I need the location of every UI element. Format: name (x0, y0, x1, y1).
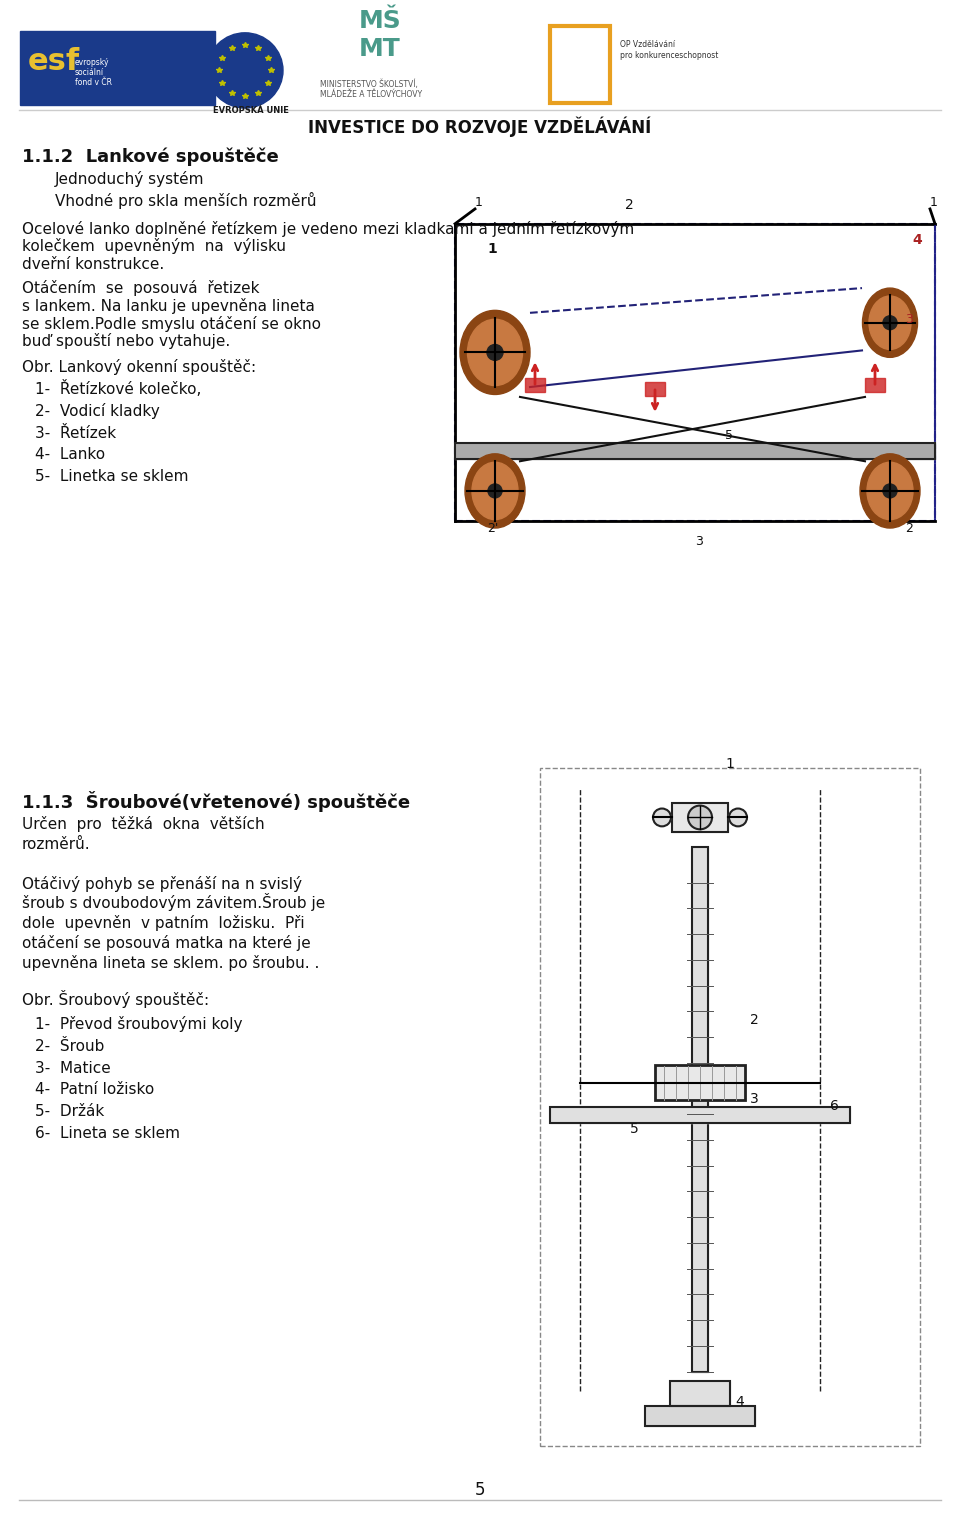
Text: 3: 3 (750, 1092, 758, 1106)
Text: buď spouští nebo vytahuje.: buď spouští nebo vytahuje. (22, 333, 230, 350)
Ellipse shape (460, 311, 530, 394)
Text: rozměrů.: rozměrů. (22, 838, 90, 851)
Bar (550, 1107, 850, 1123)
Bar (672, 803, 728, 832)
Text: esf: esf (28, 47, 80, 76)
Text: MŠ
MT: MŠ MT (359, 9, 401, 61)
Ellipse shape (867, 462, 913, 520)
Bar (20, 30, 215, 105)
Text: evropský
sociální
fond v ČR: evropský sociální fond v ČR (75, 58, 112, 88)
Text: 5: 5 (630, 1121, 638, 1136)
Circle shape (653, 809, 671, 826)
Bar (692, 847, 708, 1371)
Text: dveřní konstrukce.: dveřní konstrukce. (22, 258, 164, 273)
Text: Obr. Lankový okenní spouštěč:: Obr. Lankový okenní spouštěč: (22, 359, 256, 376)
Text: 3-  Matice: 3- Matice (35, 1060, 110, 1076)
Text: 2-  Vodicí kladky: 2- Vodicí kladky (35, 403, 159, 418)
Text: 4: 4 (735, 1395, 744, 1409)
Ellipse shape (862, 288, 918, 358)
Text: šroub s dvoubodovým závitem.Šroub je: šroub s dvoubodovým závitem.Šroub je (22, 894, 325, 912)
Text: OP Vzdělávání
pro konkurenceschopnost: OP Vzdělávání pro konkurenceschopnost (620, 41, 718, 59)
Bar (670, 1382, 730, 1406)
Text: Otáčením  se  posouvá  řetizek: Otáčením se posouvá řetizek (22, 280, 259, 295)
Circle shape (207, 33, 283, 108)
Text: 5: 5 (475, 1482, 485, 1500)
Circle shape (729, 809, 747, 826)
Text: 5: 5 (725, 429, 733, 442)
Ellipse shape (860, 454, 920, 529)
Bar (865, 379, 885, 392)
Bar (645, 382, 665, 395)
Bar (540, 768, 920, 1445)
Text: otáčení se posouvá matka na které je: otáčení se posouvá matka na které je (22, 935, 311, 951)
Text: 1-  Řetízkové kolečko,: 1- Řetízkové kolečko, (35, 380, 202, 397)
Text: s lankem. Na lanku je upevněna lineta: s lankem. Na lanku je upevněna lineta (22, 298, 315, 314)
Ellipse shape (468, 320, 522, 385)
Text: 2: 2 (625, 198, 634, 212)
Text: 1.1.2  Lankové spouštěče: 1.1.2 Lankové spouštěče (22, 148, 278, 167)
Bar (455, 444, 935, 459)
Bar (550, 26, 610, 103)
Text: 3-  Řetízek: 3- Řetízek (35, 426, 116, 441)
Text: 4-  Patní ložisko: 4- Patní ložisko (35, 1083, 155, 1097)
Text: 1-  Převod šroubovými koly: 1- Převod šroubovými koly (35, 1017, 243, 1032)
Text: EVROPSKÁ UNIE: EVROPSKÁ UNIE (213, 106, 289, 115)
Text: 6-  Lineta se sklem: 6- Lineta se sklem (35, 1126, 180, 1141)
Text: 1: 1 (487, 242, 496, 256)
Bar (550, 1107, 850, 1123)
Bar (655, 1065, 745, 1100)
Text: 3: 3 (905, 312, 913, 326)
Text: upevněna lineta se sklem. po šroubu. .: upevněna lineta se sklem. po šroubu. . (22, 954, 320, 971)
Text: dole  upevněn  v patním  ložisku.  Při: dole upevněn v patním ložisku. Při (22, 915, 304, 932)
Text: Obr. Šroubový spouštěč:: Obr. Šroubový spouštěč: (22, 991, 209, 1009)
Bar (672, 803, 728, 832)
Text: Jednoduchý systém: Jednoduchý systém (55, 171, 204, 188)
Text: Určen  pro  těžká  okna  větších: Určen pro těžká okna větších (22, 817, 265, 832)
Text: Ocelové lanko doplněné řetízkem je vedeno mezi kladkami a jedním řetízkovým: Ocelové lanko doplněné řetízkem je veden… (22, 221, 635, 236)
Text: se sklem.Podle smyslu otáčení se okno: se sklem.Podle smyslu otáčení se okno (22, 315, 321, 332)
Text: 1: 1 (475, 195, 483, 209)
Bar (645, 1406, 755, 1426)
Ellipse shape (472, 462, 518, 520)
Bar (525, 379, 545, 392)
Text: Vhodné pro skla menších rozměrů: Vhodné pro skla menších rozměrů (55, 192, 317, 209)
Text: 1: 1 (930, 195, 938, 209)
Bar (455, 444, 935, 459)
Text: 6: 6 (830, 1098, 839, 1114)
Text: 2-  Šroub: 2- Šroub (35, 1039, 105, 1054)
Text: INVESTICE DO ROZVOJE VZDĚLÁVÁNÍ: INVESTICE DO ROZVOJE VZDĚLÁVÁNÍ (308, 117, 652, 136)
Circle shape (488, 483, 502, 498)
Circle shape (883, 315, 897, 330)
Text: 3: 3 (695, 535, 703, 548)
Text: 1.1.3  Šroubové(vřetenové) spouštěče: 1.1.3 Šroubové(vřetenové) spouštěče (22, 791, 410, 812)
Bar (645, 1406, 755, 1426)
Ellipse shape (465, 454, 525, 529)
Text: kolečkem  upevněným  na  výlisku: kolečkem upevněným na výlisku (22, 238, 286, 255)
Text: 1: 1 (725, 758, 733, 771)
Text: 2: 2 (750, 1012, 758, 1027)
Text: 2': 2' (487, 523, 498, 535)
Text: 5-  Linetka se sklem: 5- Linetka se sklem (35, 470, 188, 483)
Circle shape (688, 806, 712, 829)
Bar (692, 847, 708, 1371)
Bar (455, 224, 935, 521)
Text: MINISTERSTVO ŠKOLSTVÍ,
MLÁDEŽE A TĚLOVÝCHOVY: MINISTERSTVO ŠKOLSTVÍ, MLÁDEŽE A TĚLOVÝC… (320, 79, 422, 98)
Circle shape (883, 483, 897, 498)
Text: 2: 2 (905, 523, 913, 535)
Bar (655, 1065, 745, 1100)
Text: 4: 4 (912, 233, 922, 247)
Text: 4-  Lanko: 4- Lanko (35, 447, 106, 462)
Circle shape (487, 344, 503, 361)
Bar (670, 1382, 730, 1406)
Text: 5-  Držák: 5- Držák (35, 1104, 105, 1120)
Ellipse shape (869, 295, 911, 350)
Text: Otáčivý pohyb se přenáší na n svislý: Otáčivý pohyb se přenáší na n svislý (22, 876, 302, 892)
